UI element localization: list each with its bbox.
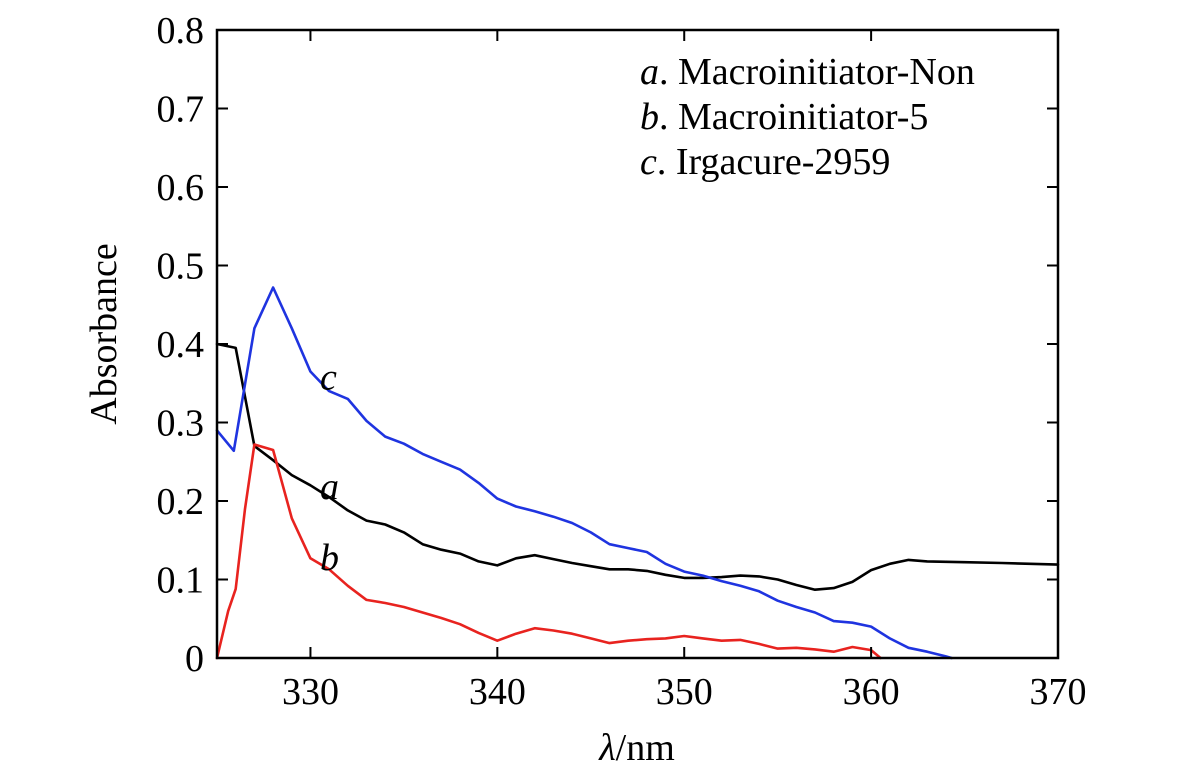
x-axis-label: λ/nm (598, 727, 675, 769)
x-axis-unit: /nm (616, 727, 675, 769)
legend-entry-a: a. Macroinitiator-Non (640, 51, 975, 93)
y-tick-label: 0.7 (157, 89, 205, 131)
legend-letter-a: a (640, 51, 659, 93)
curve-label-b: b (320, 537, 339, 579)
x-tick-label: 370 (1030, 671, 1087, 713)
x-tick-label: 340 (469, 671, 526, 713)
legend-name-c: . Irgacure-2959 (657, 141, 891, 183)
y-tick-label: 0 (185, 638, 204, 680)
x-tick-label: 330 (282, 671, 339, 713)
legend-name-a: . Macroinitiator-Non (659, 51, 975, 93)
tick-layer: 0 0.1 0.2 0.3 0.4 0.5 0.6 0.7 0.8 330 340 350 360 370 (157, 10, 1087, 713)
x-tick-label: 360 (843, 671, 900, 713)
series-line-b (215, 443, 882, 660)
legend-letter-b: b (640, 96, 659, 138)
legend-entry-b: b. Macroinitiator-5 (640, 96, 928, 138)
curve-label-c: c (320, 356, 337, 398)
legend-entry-c: c. Irgacure-2959 (640, 141, 890, 183)
y-tick-label: 0.1 (157, 560, 205, 602)
y-axis-label: Absorbance (83, 243, 125, 424)
series-line-a (215, 342, 1060, 591)
series-line-c (215, 286, 953, 660)
y-tick-label: 0.4 (157, 324, 205, 366)
legend-letter-c: c (640, 141, 657, 183)
curve-layer: ab c (215, 286, 1060, 660)
y-tick-label: 0.3 (157, 403, 205, 445)
curve-label-a: a (320, 466, 339, 508)
y-tick-label: 0.6 (157, 167, 205, 209)
y-tick-label: 0.8 (157, 10, 205, 52)
legend: a. Macroinitiator-Non b. Macroinitiator-… (640, 51, 975, 183)
plot-frame (215, 28, 1060, 660)
y-tick-label: 0.2 (157, 481, 205, 523)
y-tick-label: 0.5 (157, 246, 205, 288)
legend-name-b: . Macroinitiator-5 (659, 96, 928, 138)
x-axis-symbol: λ (598, 727, 615, 769)
x-tick-label: 350 (656, 671, 713, 713)
